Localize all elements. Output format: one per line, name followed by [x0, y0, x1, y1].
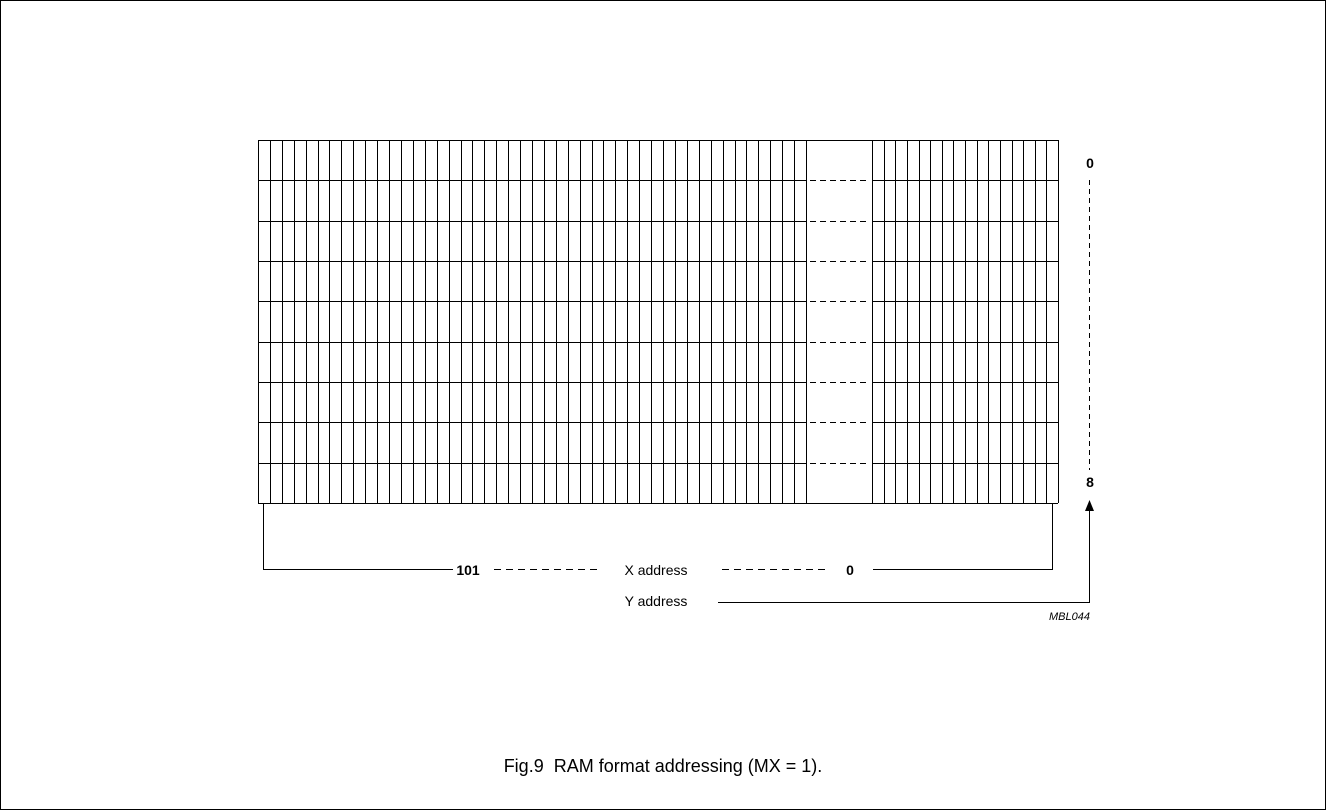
y-arrow-head — [1085, 500, 1094, 511]
ram-grid — [258, 140, 1059, 504]
x-right-label: 0 — [846, 562, 854, 578]
x-left-label: 101 — [456, 562, 480, 578]
x-address-label: X address — [624, 562, 687, 578]
ram-diagram: 0 8 101 X address 0 Y address MBL044 — [258, 140, 1094, 623]
y-bottom-label: 8 — [1086, 474, 1094, 490]
y-address-label: Y address — [625, 593, 688, 609]
figure-code-label: MBL044 — [1049, 611, 1090, 623]
y-top-label: 0 — [1086, 155, 1094, 171]
figure-caption: Fig.9 RAM format addressing (MX = 1). — [503, 756, 823, 776]
